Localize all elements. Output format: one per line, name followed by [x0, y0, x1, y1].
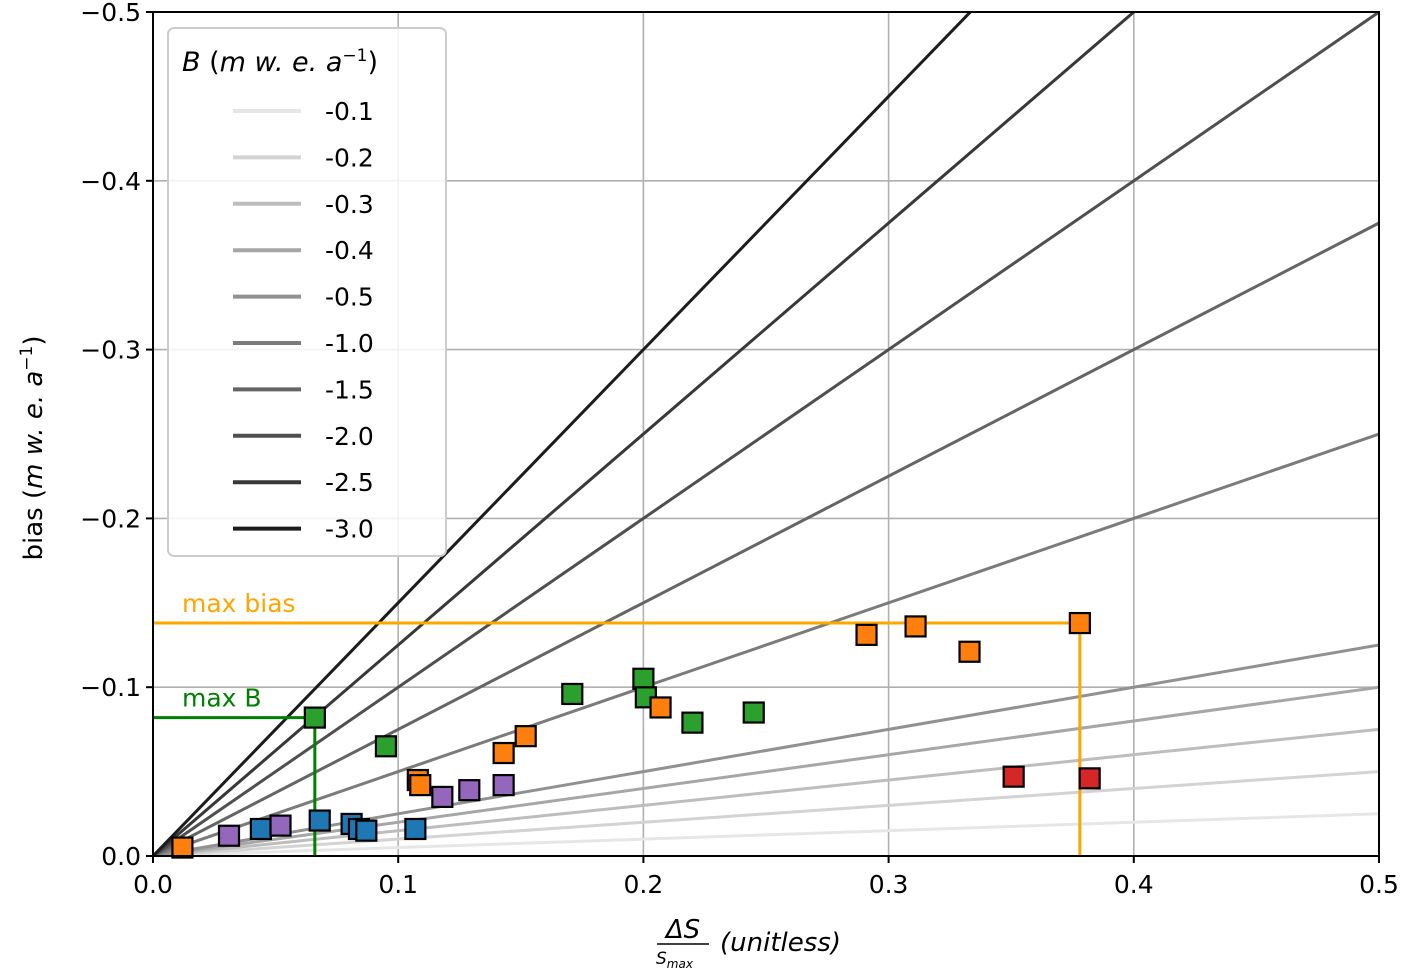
reference-lines	[153, 12, 1379, 856]
legend-label: -1.0	[325, 329, 374, 358]
data-point	[308, 809, 331, 832]
legend-box	[167, 27, 447, 557]
data-point	[904, 615, 927, 638]
data-point	[742, 701, 765, 724]
data-point	[303, 706, 326, 729]
legend-label: -0.4	[325, 236, 374, 265]
reference-line	[153, 12, 1137, 856]
data-point	[492, 741, 515, 765]
x-axis-ticks: 0.0 0.1 0.2 0.3 0.4 0.5	[133, 856, 1399, 899]
reference-line	[153, 12, 1379, 856]
data-point	[171, 836, 194, 859]
legend-label: -3.0	[325, 515, 374, 544]
data-point	[632, 667, 655, 690]
legend-label: -0.1	[325, 97, 374, 126]
data-point	[514, 725, 537, 748]
data-point	[958, 640, 981, 663]
data-point	[217, 824, 241, 847]
legend-label: -0.5	[325, 283, 374, 312]
data-point	[1002, 765, 1025, 788]
y-tick-label: −0.3	[80, 336, 141, 365]
legend: B (m w. e. a−1) -0.1 -0.2 -0.3 -0.4 -0.5 -1.0…	[167, 27, 447, 557]
x-axis-label-unit: (unitless)	[720, 928, 841, 958]
legend-label: -1.5	[325, 375, 374, 404]
data-point	[1068, 611, 1091, 635]
data-point	[492, 774, 515, 797]
legend-label: -0.3	[325, 190, 374, 219]
plot-frame	[152, 11, 1380, 857]
data-point	[458, 779, 481, 802]
data-point	[404, 817, 427, 841]
data-point	[355, 819, 378, 842]
legend-label: -0.2	[325, 143, 374, 172]
reference-line	[153, 643, 1379, 856]
x-axis-label-numerator: ΔS	[664, 915, 700, 945]
y-tick-label: −0.2	[80, 504, 141, 533]
annotation-lines	[153, 621, 1082, 856]
reference-line	[153, 432, 1379, 856]
annotation-label: max B	[182, 684, 262, 713]
y-tick-label: −0.5	[80, 0, 141, 27]
x-axis-label-denominator: Smax	[656, 949, 694, 969]
data-point	[649, 696, 672, 719]
annotation-labels: max bias max B	[182, 589, 296, 713]
y-axis-label: bias (m w. e. a−1)	[17, 335, 49, 560]
annotation-label: max bias	[182, 589, 296, 618]
reference-line	[153, 12, 973, 856]
x-tick-label: 0.1	[378, 870, 418, 899]
x-tick-label: 0.0	[133, 870, 173, 899]
reference-line	[153, 221, 1379, 856]
data-point	[374, 735, 398, 758]
y-tick-label: −0.1	[80, 673, 141, 702]
legend-entries: -0.1 -0.2 -0.3 -0.4 -0.5 -1.0 -1.5 -2.0 -2.5 -3.0	[233, 97, 374, 544]
reference-line	[153, 685, 1379, 856]
data-point	[431, 785, 454, 809]
y-tick-label: 0.0	[101, 842, 141, 871]
x-tick-label: 0.3	[869, 870, 909, 899]
x-tick-label: 0.5	[1359, 870, 1399, 899]
data-point	[681, 711, 704, 734]
data-point	[1078, 767, 1101, 790]
legend-label: -2.0	[325, 422, 374, 451]
data-point	[561, 682, 584, 706]
data-point	[249, 817, 272, 841]
data-point	[409, 774, 432, 797]
x-tick-label: 0.2	[624, 870, 664, 899]
x-axis-label: ΔS Smax (unitless)	[656, 915, 841, 969]
reference-line	[153, 812, 1379, 856]
y-tick-label: −0.4	[80, 167, 141, 196]
y-axis-ticks: 0.0 −0.1 −0.2 −0.3 −0.4 −0.5	[80, 0, 153, 871]
legend-label: -2.5	[325, 468, 374, 497]
data-points	[171, 611, 1101, 859]
legend-title: B (m w. e. a−1)	[182, 46, 378, 78]
data-point	[855, 623, 878, 646]
data-point	[269, 814, 292, 837]
reference-line	[153, 770, 1379, 856]
x-tick-label: 0.4	[1114, 870, 1154, 899]
